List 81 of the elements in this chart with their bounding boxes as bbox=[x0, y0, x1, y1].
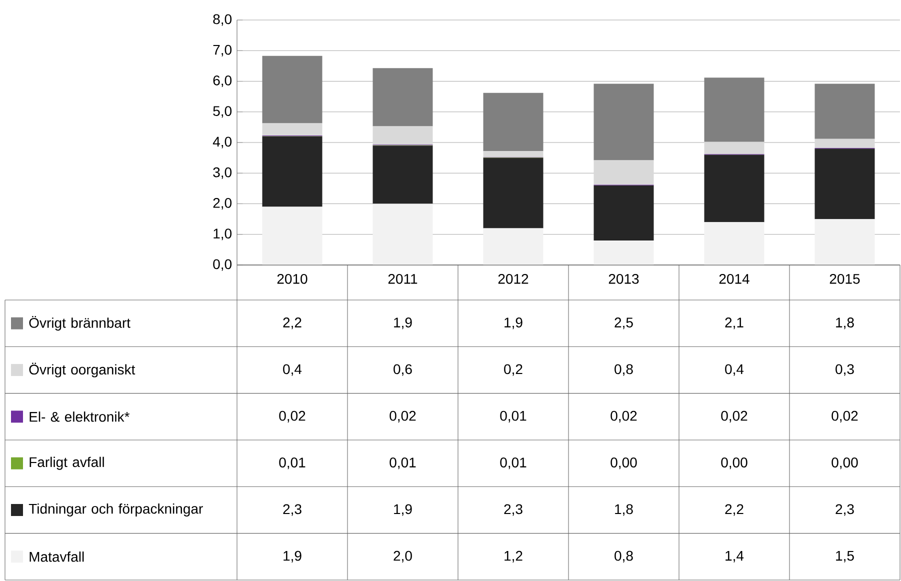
y-tick-label: 8,0 bbox=[213, 14, 232, 26]
data-label: 0,01 bbox=[500, 410, 526, 422]
data-label: 2,0 bbox=[394, 550, 412, 562]
bar bbox=[262, 206, 322, 265]
bar bbox=[814, 84, 875, 139]
x-tick-label: 2011 bbox=[388, 274, 418, 284]
x-tick-label: 2014 bbox=[719, 274, 750, 284]
y-tick-label: 5,0 bbox=[213, 106, 232, 118]
bar bbox=[814, 148, 875, 220]
bar bbox=[372, 126, 433, 145]
y-tick-label: 3,0 bbox=[213, 167, 232, 179]
data-label: 1,8 bbox=[836, 318, 854, 330]
bar bbox=[814, 219, 875, 265]
bar bbox=[704, 142, 764, 154]
legend-label: Tidningar och förpackningar bbox=[28, 503, 203, 517]
data-label: 0,4 bbox=[725, 364, 744, 376]
bar bbox=[594, 240, 654, 265]
data-label: 0,8 bbox=[614, 550, 633, 562]
bar bbox=[262, 136, 322, 207]
data-label: 0,3 bbox=[836, 364, 854, 376]
data-label: 0,6 bbox=[394, 364, 412, 376]
data-label: 0,4 bbox=[283, 364, 302, 376]
data-label: 2,3 bbox=[283, 504, 302, 516]
bar bbox=[704, 222, 764, 265]
bar bbox=[483, 92, 544, 152]
bar bbox=[262, 56, 322, 124]
x-tick-label: 2015 bbox=[830, 274, 860, 284]
data-label: 0,02 bbox=[390, 410, 416, 422]
data-label: 1,2 bbox=[504, 550, 522, 562]
x-tick-label: 2013 bbox=[608, 274, 639, 284]
data-label: 2,1 bbox=[725, 318, 744, 330]
data-label: 1,9 bbox=[394, 504, 412, 516]
y-tick-label: 6,0 bbox=[213, 75, 232, 88]
y-tick-label: 4,0 bbox=[212, 136, 232, 148]
data-label: 1,9 bbox=[284, 550, 302, 562]
legend-label: Matavfall bbox=[30, 552, 84, 562]
data-label: 1,9 bbox=[504, 318, 522, 330]
bar bbox=[483, 228, 544, 265]
data-label: 0,00 bbox=[832, 458, 858, 470]
data-label: 0,2 bbox=[504, 364, 522, 376]
data-label: 0,01 bbox=[390, 458, 416, 470]
x-tick-label: 2010 bbox=[277, 274, 308, 284]
data-label: 0,01 bbox=[279, 458, 306, 470]
data-label: 2,3 bbox=[504, 504, 522, 516]
bar bbox=[372, 204, 433, 265]
legend-label: Övrigt brännbart bbox=[29, 316, 130, 331]
y-tick-label: 7,0 bbox=[213, 44, 232, 56]
legend-label: Övrigt oorganiskt bbox=[29, 362, 136, 378]
data-label: 1,5 bbox=[836, 550, 854, 562]
bar bbox=[372, 68, 433, 126]
bar bbox=[483, 151, 544, 158]
data-label: 0,00 bbox=[610, 458, 637, 470]
data-label: 0,02 bbox=[832, 410, 858, 422]
legend-label: El- & elektronik* bbox=[30, 412, 130, 422]
y-tick-label: 0,0 bbox=[213, 259, 232, 271]
data-label: 0,02 bbox=[721, 410, 748, 422]
bar bbox=[704, 78, 764, 142]
bar bbox=[814, 138, 875, 148]
data-label: 0,00 bbox=[721, 458, 748, 470]
data-label: 2,2 bbox=[725, 504, 744, 516]
bar bbox=[483, 158, 544, 228]
data-label: 2,2 bbox=[283, 318, 302, 330]
y-tick-label: 2,0 bbox=[213, 198, 232, 210]
bar bbox=[594, 84, 654, 160]
data-label: 0,02 bbox=[279, 410, 306, 422]
x-tick-label: 2012 bbox=[498, 274, 528, 284]
data-label: 1,8 bbox=[615, 504, 633, 516]
bar bbox=[262, 123, 322, 136]
data-label: 0,01 bbox=[500, 458, 526, 470]
data-label: 0,02 bbox=[610, 410, 637, 422]
y-tick-label: 1,0 bbox=[214, 228, 232, 240]
bar bbox=[704, 154, 764, 222]
legend-label: Farligt avfall bbox=[30, 456, 104, 470]
bar bbox=[594, 160, 654, 185]
data-label: 2,5 bbox=[614, 318, 633, 330]
bar bbox=[372, 146, 433, 204]
data-label: 2,3 bbox=[836, 504, 854, 516]
data-label: 0,8 bbox=[614, 364, 633, 376]
data-label: 1,4 bbox=[726, 550, 744, 562]
bar bbox=[594, 185, 654, 240]
data-label: 1,9 bbox=[394, 318, 412, 330]
